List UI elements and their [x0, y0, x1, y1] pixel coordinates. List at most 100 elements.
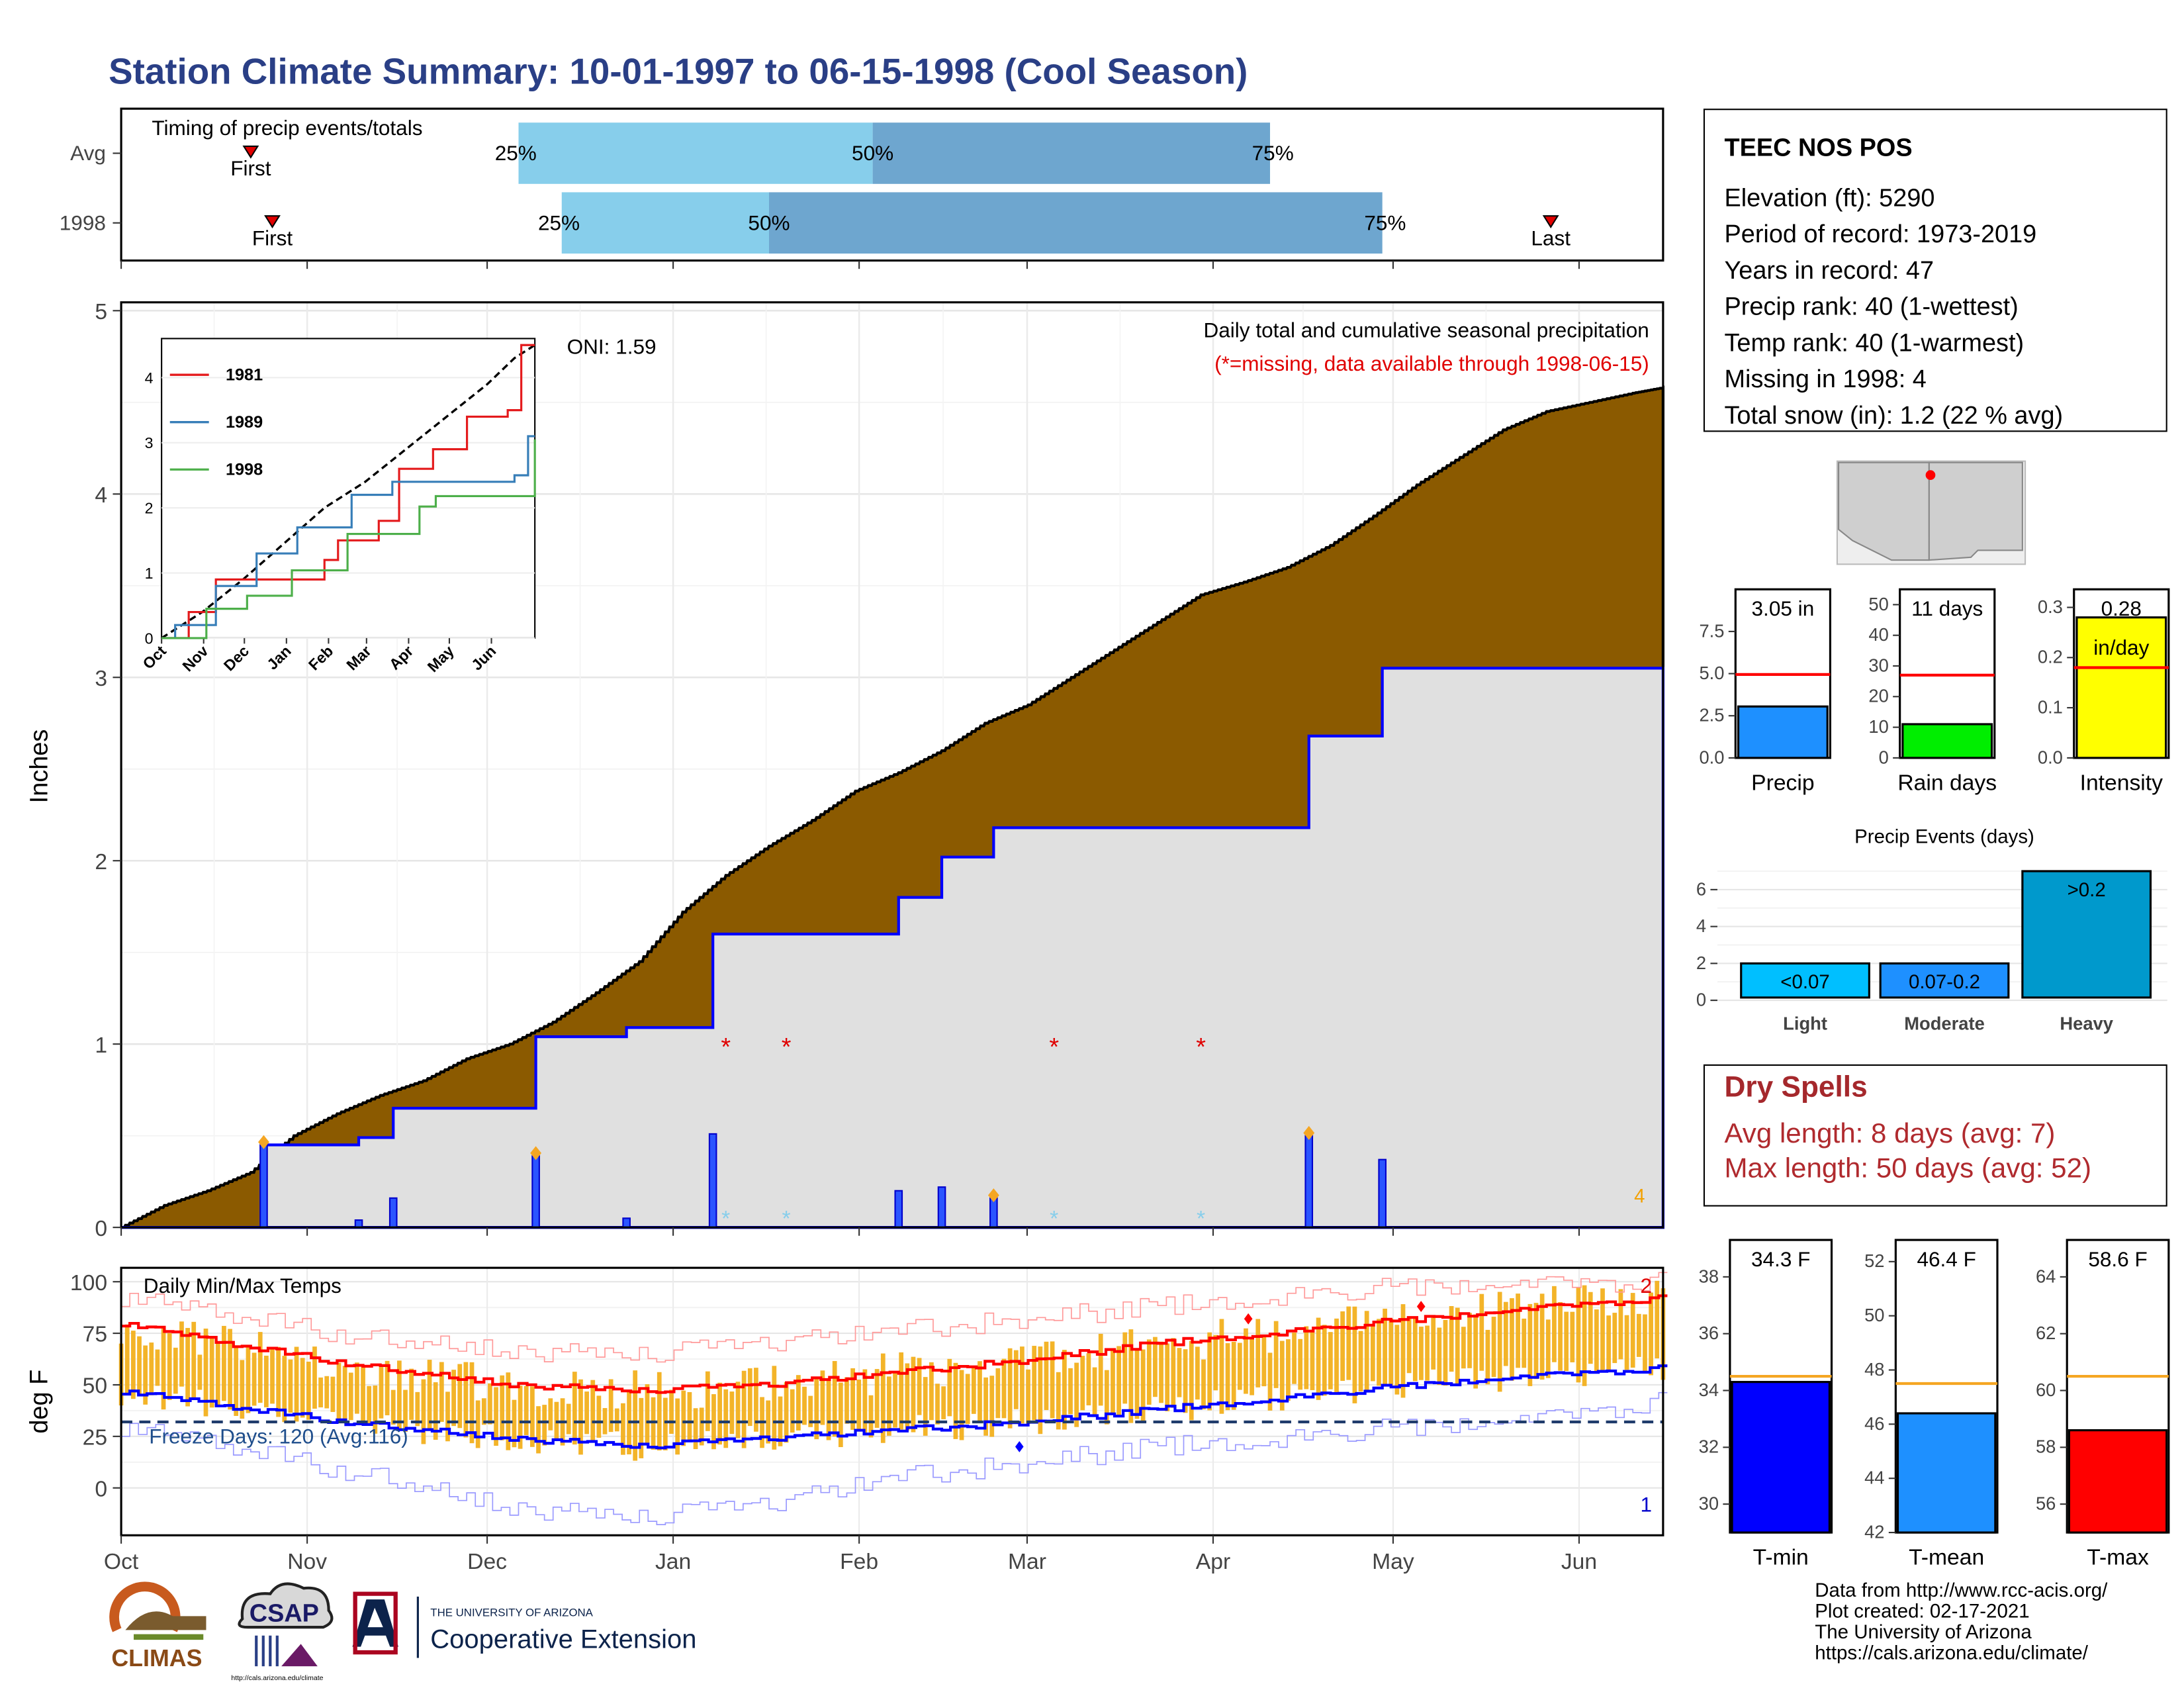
- daily-temp-range-bar: [1588, 1292, 1593, 1364]
- daily-temp-range-bar: [1244, 1328, 1248, 1394]
- daily-temp-range-bar: [131, 1331, 136, 1399]
- daily-temp-range-bar: [463, 1362, 469, 1438]
- daily-temp-range-bar: [1516, 1294, 1520, 1368]
- stat-bar-value: [1896, 1412, 1997, 1534]
- temp-xtick-label: Feb: [840, 1550, 878, 1574]
- daily-temp-range-bar: [457, 1364, 463, 1429]
- daily-temp-range-bar: [1092, 1367, 1097, 1415]
- temp-ytick-label: 50: [83, 1374, 107, 1399]
- daily-temp-range-bar: [1201, 1359, 1206, 1410]
- temp-ytick-label: 100: [70, 1271, 107, 1295]
- daily-temp-range-bar: [1510, 1298, 1514, 1381]
- daily-temp-range-bar: [639, 1397, 644, 1458]
- timing-marker-first: [242, 145, 259, 159]
- missing-marker: *: [721, 1033, 731, 1061]
- credit-line: The University of Arizona: [1815, 1620, 2032, 1643]
- daily-temp-range-bar: [681, 1390, 686, 1446]
- daily-temp-range-bar: [1437, 1327, 1442, 1386]
- timing-label-75: 75%: [1364, 211, 1406, 234]
- daily-temp-range-bar: [1649, 1292, 1653, 1376]
- daily-temp-range-bar: [832, 1361, 837, 1437]
- daily-temp-range-bar: [1461, 1327, 1466, 1369]
- daily-temp-range-bar: [264, 1355, 269, 1407]
- daily-temp-range-bar: [1050, 1341, 1055, 1419]
- station-years: Years in record: 47: [1724, 256, 1934, 285]
- daily-temp-range-bar: [1636, 1313, 1641, 1357]
- stat-bar-ytick-label: 30: [1868, 655, 1888, 675]
- timing-label-50: 50%: [748, 211, 790, 234]
- daily-temp-range-bar: [1177, 1348, 1182, 1397]
- daily-temp-range-bar: [143, 1345, 148, 1405]
- daily-temp-range-bar: [185, 1328, 190, 1407]
- daily-temp-range-bar: [306, 1361, 311, 1420]
- events-bar-label: 0.07-0.2: [1909, 971, 1980, 993]
- daily-temp-range-bar: [1207, 1332, 1212, 1411]
- daily-temp-range-bar: [1153, 1337, 1158, 1397]
- daily-temp-range-bar: [1612, 1313, 1617, 1364]
- daily-temp-range-bar: [741, 1370, 747, 1448]
- inset-ytick-label: 3: [145, 434, 154, 451]
- timing-label-25: 25%: [538, 211, 580, 234]
- snow-marker: [1303, 1125, 1315, 1140]
- daily-temp-range-bar: [518, 1386, 523, 1449]
- daily-temp-range-bar: [1412, 1317, 1418, 1382]
- daily-temp-range-bar: [433, 1382, 438, 1440]
- daily-temp-range-bar: [723, 1389, 729, 1448]
- csap-logo-text: CSAP: [250, 1600, 319, 1628]
- daily-temp-range-bar: [390, 1389, 396, 1425]
- daily-temp-range-bar: [947, 1358, 952, 1417]
- daily-temp-range-bar: [1473, 1314, 1479, 1389]
- stat-bar-ytick-label: 50: [1868, 594, 1888, 614]
- daily-temp-range-bar: [1013, 1350, 1019, 1409]
- daily-temp-range-bar: [790, 1389, 795, 1433]
- timing-bar-25-50: [518, 122, 873, 184]
- daily-temp-range-bar: [506, 1372, 511, 1450]
- daily-temp-range-bar: [880, 1353, 886, 1443]
- daily-temp-range-bar: [512, 1399, 517, 1448]
- daily-temp-range-bar: [978, 1361, 982, 1423]
- daily-temp-range-bar: [240, 1360, 245, 1419]
- daily-temp-range-bar: [530, 1386, 535, 1447]
- daily-temp-range-bar: [1570, 1311, 1575, 1362]
- daily-temp-range-bar: [675, 1398, 680, 1455]
- daily-temp-range-bar: [1231, 1341, 1236, 1410]
- missing-marker: *: [1049, 1033, 1059, 1061]
- daily-temp-range-bar: [215, 1342, 220, 1406]
- station-info-box: TEEC NOS POS Elevation (ft): 5290 Period…: [1703, 109, 2167, 432]
- daily-temp-range-bar: [421, 1379, 426, 1444]
- daily-temp-range-bar: [905, 1363, 910, 1431]
- daily-temp-range-bar: [1122, 1332, 1128, 1404]
- events-bar: [1879, 962, 2010, 999]
- timing-label-last: Last: [1531, 226, 1570, 250]
- daily-temp-range-bar: [403, 1389, 408, 1433]
- daily-temp-range-bar: [1165, 1343, 1170, 1411]
- daily-temp-range-bar: [868, 1395, 874, 1438]
- daily-temp-range-bar: [1298, 1339, 1303, 1390]
- timing-panel-label: Timing of precip events/totals: [152, 116, 422, 140]
- stat-bar-ytick-label: 50: [1864, 1305, 1884, 1325]
- daily-temp-range-bar: [657, 1372, 662, 1451]
- daily-temp-range-bar: [451, 1370, 456, 1427]
- daily-temp-range-bar: [1497, 1292, 1502, 1392]
- missing-marker: *: [782, 1033, 792, 1061]
- daily-temp-range-bar: [191, 1321, 197, 1399]
- daily-temp-range-bar: [566, 1403, 571, 1435]
- stat-bar-ytick-label: 44: [1864, 1468, 1884, 1488]
- station-temp-rank: Temp rank: 40 (1-warmest): [1724, 328, 2025, 357]
- daily-temp-range-bar: [596, 1395, 602, 1438]
- daily-temp-range-bar: [965, 1374, 970, 1425]
- daily-temp-range-bar: [862, 1369, 868, 1436]
- logos: CLIMAS CSAP http://cals.arizona.edu/clim…: [106, 1574, 747, 1693]
- daily-temp-range-bar: [1558, 1302, 1563, 1371]
- daily-temp-range-bar: [1655, 1280, 1660, 1359]
- daily-temp-range-bar: [300, 1358, 305, 1418]
- station-period: Period of record: 1973-2019: [1724, 220, 2037, 248]
- daily-temp-range-bar: [1068, 1368, 1073, 1415]
- temp-xtick-label: Apr: [1196, 1550, 1230, 1574]
- inset-legend-label: 1981: [226, 366, 263, 385]
- daily-temp-range-bar: [542, 1405, 547, 1446]
- stat-bar-ytick-label: 60: [2036, 1380, 2056, 1400]
- daily-temp-range-bar: [1352, 1306, 1357, 1403]
